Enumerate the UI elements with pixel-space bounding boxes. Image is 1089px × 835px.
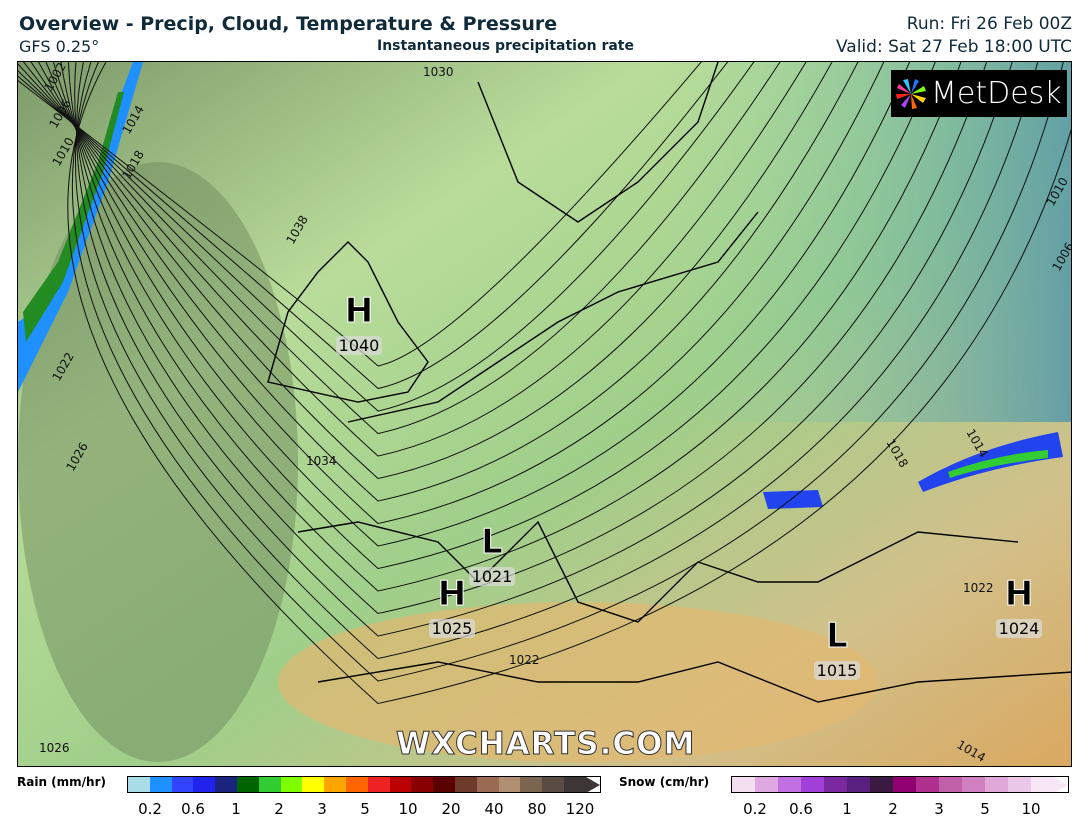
- colorbar-tick: 40: [484, 800, 504, 818]
- color-swatch: [542, 777, 564, 792]
- metdesk-logo-icon: [896, 78, 926, 109]
- color-swatch: [893, 777, 916, 792]
- color-swatch: [1031, 777, 1054, 792]
- isobar-label: 1022: [509, 653, 540, 667]
- chart-title: Overview - Precip, Cloud, Temperature & …: [19, 13, 558, 35]
- color-swatch: [755, 777, 778, 792]
- rain-band: [18, 62, 143, 392]
- colorbar-tick: 5: [980, 800, 990, 818]
- color-swatch: [476, 777, 499, 792]
- color-swatch: [193, 777, 216, 792]
- colorbar-tick: 0.6: [789, 800, 813, 818]
- color-swatch: [778, 777, 801, 792]
- color-swatch: [498, 777, 521, 792]
- colorbar-tick: 80: [527, 800, 547, 818]
- color-swatch: [985, 777, 1008, 792]
- color-swatch: [280, 777, 303, 792]
- colorbar-tick: 2: [888, 800, 898, 818]
- color-swatch: [345, 777, 368, 792]
- color-swatch: [939, 777, 962, 792]
- color-swatch: [258, 777, 281, 792]
- color-swatch: [389, 777, 412, 792]
- colorbar-tick: 1: [842, 800, 852, 818]
- color-swatch: [302, 777, 325, 792]
- color-swatch: [324, 777, 346, 792]
- rain-colorbar: [127, 776, 601, 793]
- colorbar-tick: 0.6: [181, 800, 205, 818]
- color-swatch: [171, 777, 194, 792]
- color-swatch: [1008, 777, 1031, 792]
- colorbar-tick: 5: [360, 800, 370, 818]
- color-swatch: [824, 777, 847, 792]
- color-swatch: [367, 777, 390, 792]
- pressure-center-high: H 1024: [989, 577, 1049, 638]
- color-swatch: [236, 777, 259, 792]
- colorbar-arrow: [1054, 776, 1068, 793]
- color-swatch: [870, 777, 893, 792]
- rain-legend-label: Rain (mm/hr): [17, 775, 106, 789]
- isobar-label: 1022: [963, 581, 994, 595]
- isobar-label: 1034: [306, 454, 337, 468]
- pressure-center-low: L 1021: [462, 525, 522, 586]
- color-swatch: [916, 777, 939, 792]
- run-time: Run: Fri 26 Feb 00Z: [906, 14, 1072, 34]
- isobar-label: 1026: [39, 741, 70, 755]
- pressure-center-high: H 1040: [329, 294, 389, 355]
- colorbar-tick: 0.2: [743, 800, 767, 818]
- colorbar-tick: 20: [441, 800, 461, 818]
- watermark: WXCHARTS.COM: [395, 726, 696, 763]
- colorbar-tick: 3: [317, 800, 327, 818]
- colorbar-tick: 120: [565, 800, 595, 818]
- color-swatch: [520, 777, 543, 792]
- model-label: GFS 0.25°: [19, 37, 100, 56]
- color-swatch: [433, 777, 455, 792]
- color-swatch: [801, 777, 824, 792]
- snow-colorbar: [731, 776, 1069, 793]
- color-swatch: [847, 777, 870, 792]
- color-swatch: [962, 777, 985, 792]
- colorbar-tick: 10: [1021, 800, 1041, 818]
- color-swatch: [411, 777, 434, 792]
- weather-map[interactable]: 1030 1002 1006 1010 1014 1018 1038 1022 1026 1034…: [17, 61, 1072, 767]
- snow-legend-label: Snow (cm/hr): [619, 775, 710, 789]
- color-swatch: [454, 777, 477, 792]
- color-swatch: [128, 777, 150, 792]
- metdesk-logo: MetDesk: [891, 70, 1067, 117]
- subtitle: Instantaneous precipitation rate: [377, 38, 634, 54]
- pressure-center-low: L 1015: [807, 619, 867, 680]
- colorbar-tick: 2: [274, 800, 284, 818]
- isobar-label: 1030: [423, 65, 454, 79]
- color-swatch: [149, 777, 172, 792]
- colorbar-tick: 0.2: [138, 800, 162, 818]
- pressure-center-high: H 1025: [422, 577, 482, 638]
- colorbar-tick: 3: [934, 800, 944, 818]
- colorbar-tick: 1: [231, 800, 241, 818]
- color-swatch: [732, 777, 755, 792]
- colorbar-arrow: [585, 776, 600, 793]
- colorbar-tick: 10: [398, 800, 418, 818]
- valid-time: Valid: Sat 27 Feb 18:00 UTC: [835, 37, 1072, 57]
- isobars: [18, 62, 1071, 705]
- color-swatch: [215, 777, 237, 792]
- color-swatch: [563, 777, 586, 792]
